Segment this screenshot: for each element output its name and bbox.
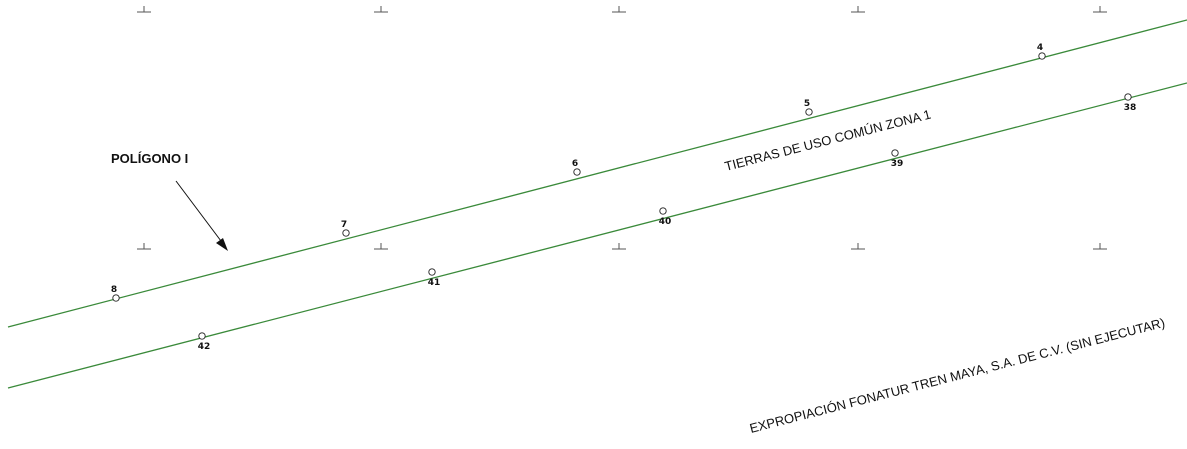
vertex-label: 6 <box>572 159 578 169</box>
vertex-label: 42 <box>198 342 211 352</box>
vertex-marker-icon[interactable] <box>805 108 813 116</box>
vertex-label: 41 <box>428 278 441 288</box>
vertex-marker-icon[interactable] <box>891 149 899 157</box>
poligono-label: POLÍGONO I <box>111 151 188 166</box>
upper-boundary-line <box>7 19 1187 328</box>
vertex-label: 40 <box>659 217 672 227</box>
upper-vertices: 8 7 6 5 4 <box>111 43 1046 302</box>
north-arrow-pointer-icon <box>175 180 228 251</box>
vertex-label: 5 <box>804 99 810 109</box>
grid-tick-icon <box>374 243 388 250</box>
grid-tick-icon <box>851 243 865 250</box>
vertex-marker-icon[interactable] <box>573 168 581 176</box>
grid-tick-icon <box>1093 6 1107 13</box>
grid-tick-icon <box>137 6 151 13</box>
grid-tick-icon <box>612 6 626 13</box>
grid-tick-icon <box>137 243 151 250</box>
vertex-label: 39 <box>891 159 904 169</box>
vertex-marker-icon[interactable] <box>1124 93 1132 101</box>
grid-tick-icon <box>374 6 388 13</box>
vertex-label: 4 <box>1037 43 1043 53</box>
grid-tick-icon <box>851 6 865 13</box>
vertex-label: 7 <box>341 220 347 230</box>
vertex-marker-icon[interactable] <box>659 207 667 215</box>
expropriation-label: EXPROPIACIÓN FONATUR TREN MAYA, S.A. DE … <box>748 315 1166 436</box>
vertex-marker-icon[interactable] <box>112 294 120 302</box>
vertex-marker-icon[interactable] <box>342 229 350 237</box>
vertex-marker-icon[interactable] <box>198 332 206 340</box>
vertex-label: 8 <box>111 285 117 295</box>
lower-boundary-line <box>7 82 1187 389</box>
grid-tick-icon <box>612 243 626 250</box>
vertex-marker-icon[interactable] <box>1038 52 1046 60</box>
grid-tick-icon <box>1093 243 1107 250</box>
vertex-marker-icon[interactable] <box>428 268 436 276</box>
vertex-label: 38 <box>1124 103 1137 113</box>
lower-vertices: 42 41 40 39 38 <box>198 93 1137 352</box>
grid-ticks <box>137 6 1107 250</box>
